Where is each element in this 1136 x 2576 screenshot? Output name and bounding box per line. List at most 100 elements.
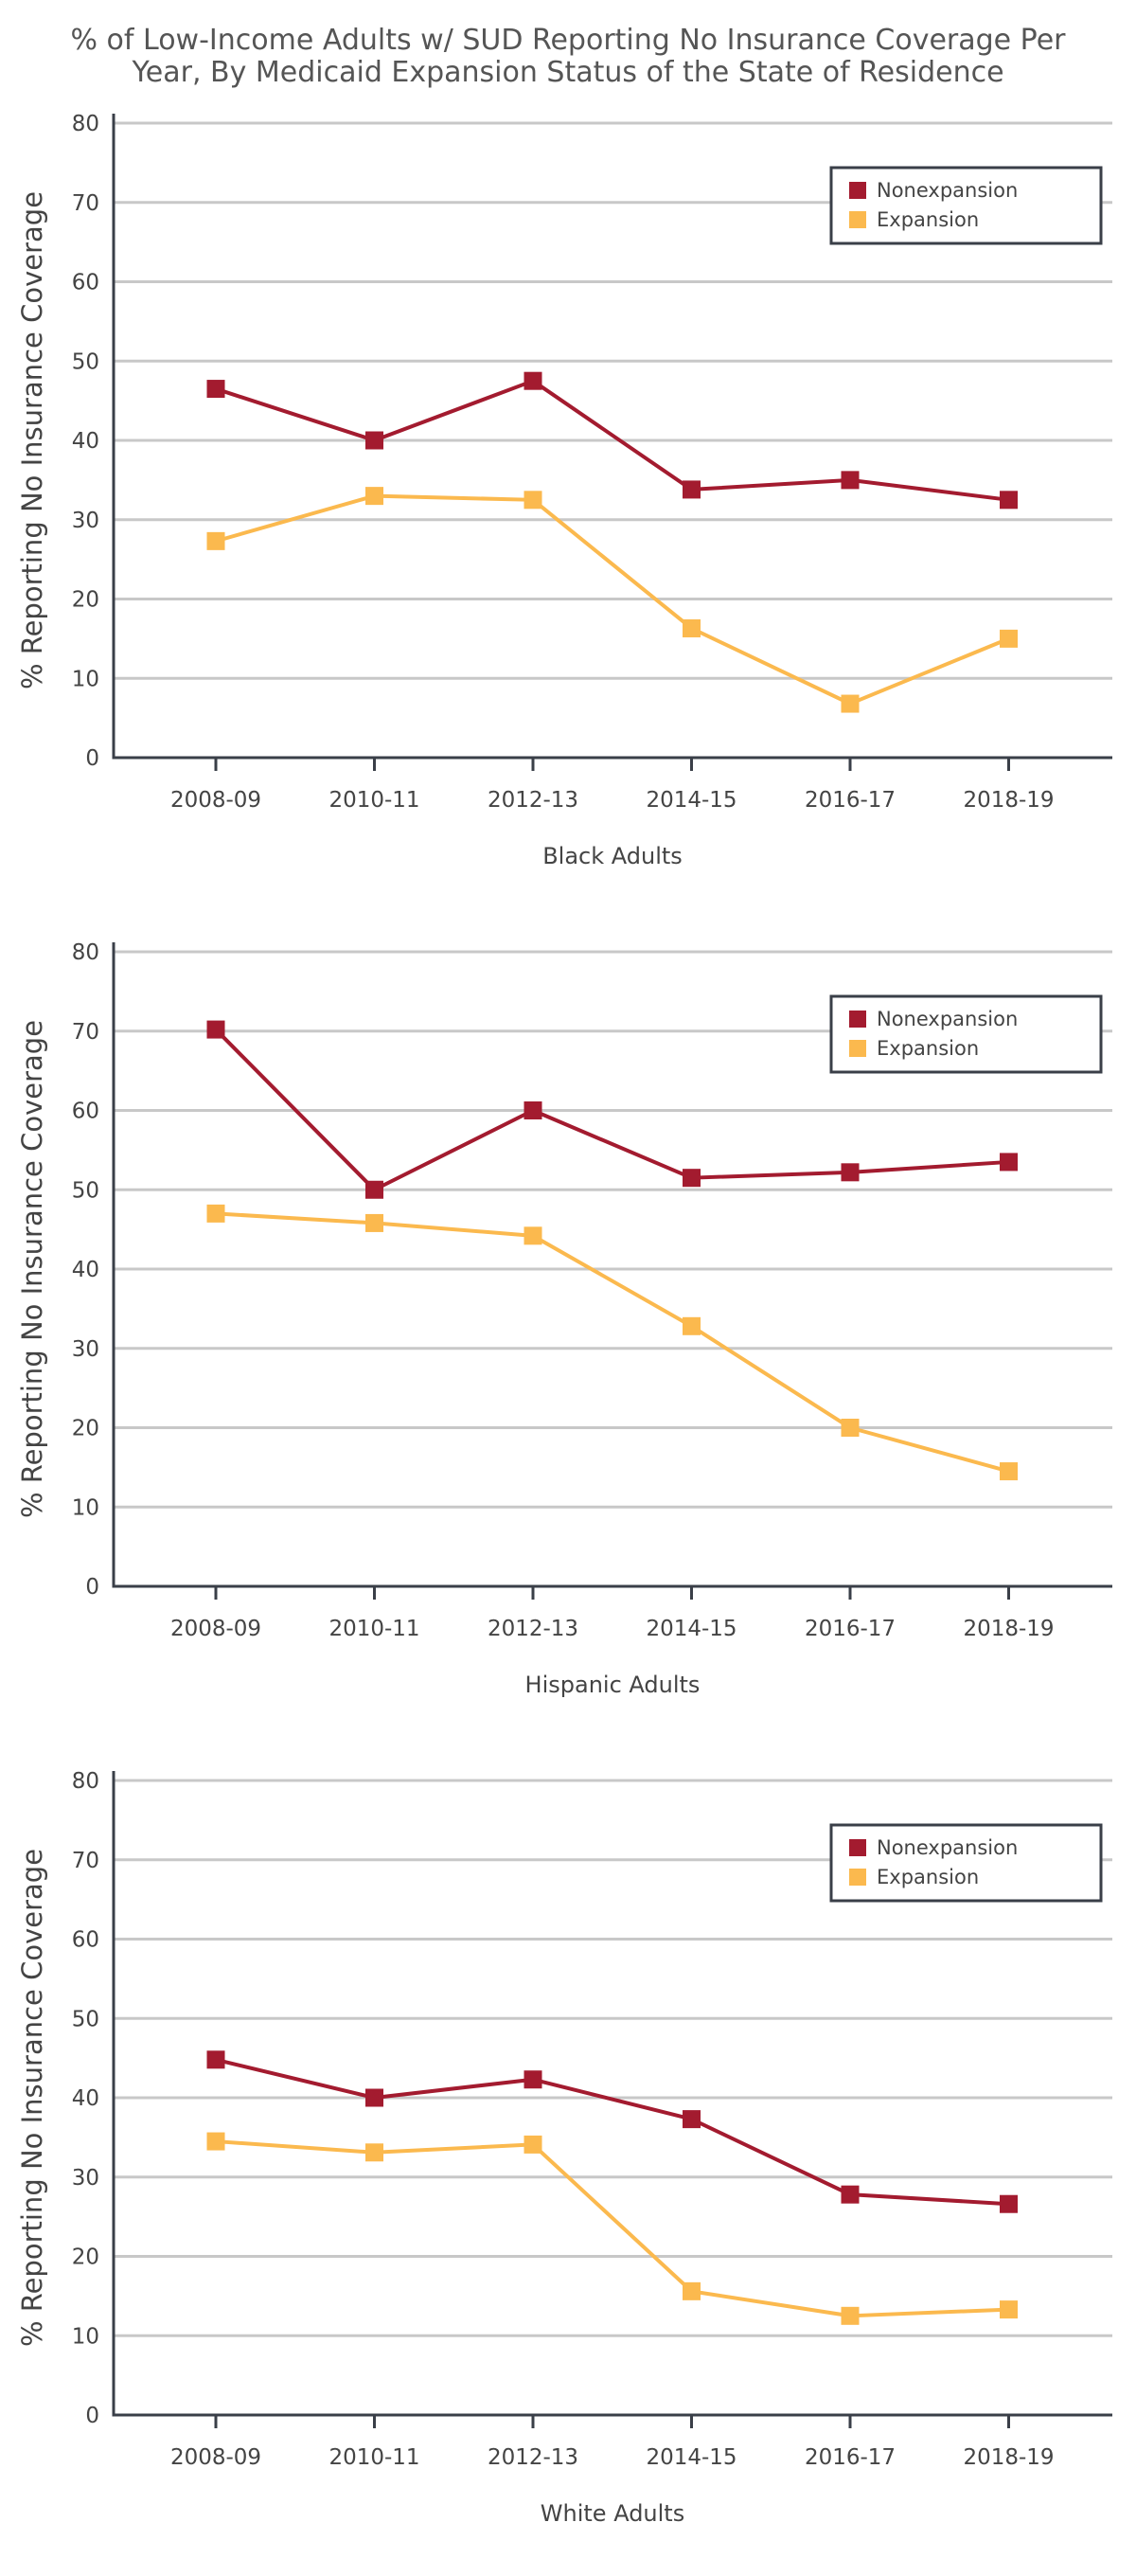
legend-label-nonexpansion: Nonexpansion [877, 179, 1018, 202]
point-expansion-2008-09 [206, 531, 225, 550]
point-expansion-2016-17 [841, 694, 860, 713]
y-tick-label-40: 40 [72, 1258, 99, 1282]
x-axis-label: Black Adults [542, 843, 683, 869]
x-axis-label: White Adults [541, 2500, 684, 2527]
x-tick-label-2014-15: 2014-15 [646, 2445, 737, 2470]
legend-label-nonexpansion: Nonexpansion [877, 1836, 1018, 1859]
legend-box [829, 166, 1103, 245]
x-tick-label-2014-15: 2014-15 [646, 788, 737, 813]
y-axis-label: % Reporting No Insurance Coverage [16, 1020, 48, 1518]
point-nonexpansion-2010-11 [365, 431, 383, 450]
legend-box [829, 1823, 1103, 1903]
point-nonexpansion-2018-19 [1000, 1153, 1018, 1172]
x-tick-label-2016-17: 2016-17 [805, 2445, 896, 2470]
legend-label-expansion: Expansion [877, 1037, 979, 1060]
legend: Nonexpansion Expansion [829, 166, 1103, 245]
y-tick-label-0: 0 [85, 1575, 99, 1600]
legend-box [829, 994, 1103, 1074]
point-nonexpansion-2018-19 [1000, 491, 1018, 510]
point-expansion-2016-17 [841, 2306, 860, 2325]
point-expansion-2014-15 [683, 2281, 701, 2300]
point-expansion-2010-11 [365, 487, 383, 506]
series-line-expansion [215, 1211, 1010, 1474]
y-tick-label-0: 0 [85, 2404, 99, 2428]
x-tick-label-2018-19: 2018-19 [963, 2445, 1054, 2470]
point-expansion-2018-19 [1000, 1462, 1018, 1481]
x-axis-label: Hispanic Adults [525, 1672, 701, 1698]
legend-swatch-nonexpansion [849, 182, 866, 199]
y-tick-label-30: 30 [72, 1337, 99, 1362]
series-line-nonexpansion [215, 379, 1009, 502]
y-tick-label-80: 80 [72, 1769, 99, 1794]
legend-swatch-expansion [849, 1040, 866, 1057]
point-nonexpansion-2016-17 [841, 471, 860, 490]
point-nonexpansion-2012-13 [524, 371, 542, 390]
y-tick-label-20: 20 [72, 588, 99, 613]
series-line-nonexpansion [214, 1028, 1009, 1192]
legend: Nonexpansion Expansion [829, 1823, 1103, 1903]
x-tick-label-2010-11: 2010-11 [328, 1617, 419, 1641]
y-tick-label-10: 10 [72, 667, 99, 691]
x-tick-label-2018-19: 2018-19 [963, 1617, 1054, 1641]
series-line-expansion [215, 2139, 1009, 2318]
point-expansion-2012-13 [524, 1226, 542, 1245]
point-expansion-2014-15 [683, 618, 701, 637]
y-tick-label-0: 0 [85, 746, 99, 771]
point-expansion-2016-17 [841, 1419, 860, 1437]
point-expansion-2008-09 [206, 2132, 225, 2151]
x-tick-label-2018-19: 2018-19 [963, 788, 1054, 813]
point-nonexpansion-2008-09 [206, 2050, 225, 2069]
legend-label-expansion: Expansion [877, 1866, 979, 1888]
y-tick-label-40: 40 [72, 2086, 99, 2111]
point-expansion-2018-19 [1000, 629, 1018, 648]
chart-title-line-2: Year, By Medicaid Expansion Status of th… [132, 56, 1004, 89]
y-tick-label-10: 10 [72, 2324, 99, 2349]
legend-swatch-expansion [849, 211, 866, 228]
point-expansion-2012-13 [524, 2135, 542, 2154]
legend-label-nonexpansion: Nonexpansion [877, 1008, 1018, 1030]
y-tick-label-80: 80 [72, 112, 99, 136]
series-line-expansion [215, 493, 1010, 707]
x-tick-label-2012-13: 2012-13 [488, 1617, 578, 1641]
y-tick-label-20: 20 [72, 2245, 99, 2270]
x-tick-label-2016-17: 2016-17 [805, 788, 896, 813]
y-tick-label-60: 60 [72, 1928, 99, 1953]
point-expansion-2018-19 [1000, 2300, 1018, 2319]
y-tick-label-50: 50 [72, 2007, 99, 2031]
x-tick-label-2016-17: 2016-17 [805, 1617, 896, 1641]
point-expansion-2010-11 [365, 2143, 383, 2162]
series-line-nonexpansion [215, 2057, 1009, 2207]
y-axis-label: % Reporting No Insurance Coverage [16, 1849, 48, 2347]
panel-white-adults: 0 10 20 30 40 50 60 70 80 2008-09 2010-11 2012-13 20… [16, 1769, 1112, 2527]
panel-black-adults: 0 10 20 30 40 50 60 70 80 2008-09 2010-11 2012-13 20… [16, 112, 1112, 869]
y-tick-label-70: 70 [72, 1020, 99, 1045]
point-nonexpansion-2010-11 [365, 2088, 383, 2107]
x-tick-label-2008-09: 2008-09 [170, 1617, 261, 1641]
point-nonexpansion-2012-13 [524, 2070, 542, 2089]
point-nonexpansion-2018-19 [1000, 2194, 1018, 2213]
y-axis-label: % Reporting No Insurance Coverage [16, 191, 48, 689]
legend-swatch-expansion [849, 1869, 866, 1886]
legend: Nonexpansion Expansion [829, 994, 1103, 1074]
y-tick-label-30: 30 [72, 509, 99, 533]
point-nonexpansion-2010-11 [365, 1180, 383, 1199]
point-expansion-2014-15 [683, 1316, 701, 1335]
chart-title-line-1: % of Low-Income Adults w/ SUD Reporting … [70, 24, 1066, 57]
legend-swatch-nonexpansion [849, 1011, 866, 1028]
x-tick-label-2010-11: 2010-11 [328, 2445, 419, 2470]
y-tick-label-50: 50 [72, 349, 99, 374]
x-tick-label-2014-15: 2014-15 [646, 1617, 737, 1641]
y-tick-label-40: 40 [72, 429, 99, 454]
y-tick-label-60: 60 [72, 1100, 99, 1124]
x-tick-label-2012-13: 2012-13 [488, 788, 578, 813]
chart-title: % of Low-Income Adults w/ SUD Reporting … [0, 25, 1136, 89]
point-nonexpansion-2016-17 [841, 1163, 860, 1182]
x-tick-label-2008-09: 2008-09 [170, 788, 261, 813]
point-nonexpansion-2016-17 [841, 2185, 860, 2204]
y-tick-label-60: 60 [72, 271, 99, 295]
point-nonexpansion-2008-09 [206, 380, 225, 399]
y-tick-label-50: 50 [72, 1178, 99, 1203]
y-tick-label-80: 80 [72, 940, 99, 965]
x-tick-label-2010-11: 2010-11 [328, 788, 419, 813]
